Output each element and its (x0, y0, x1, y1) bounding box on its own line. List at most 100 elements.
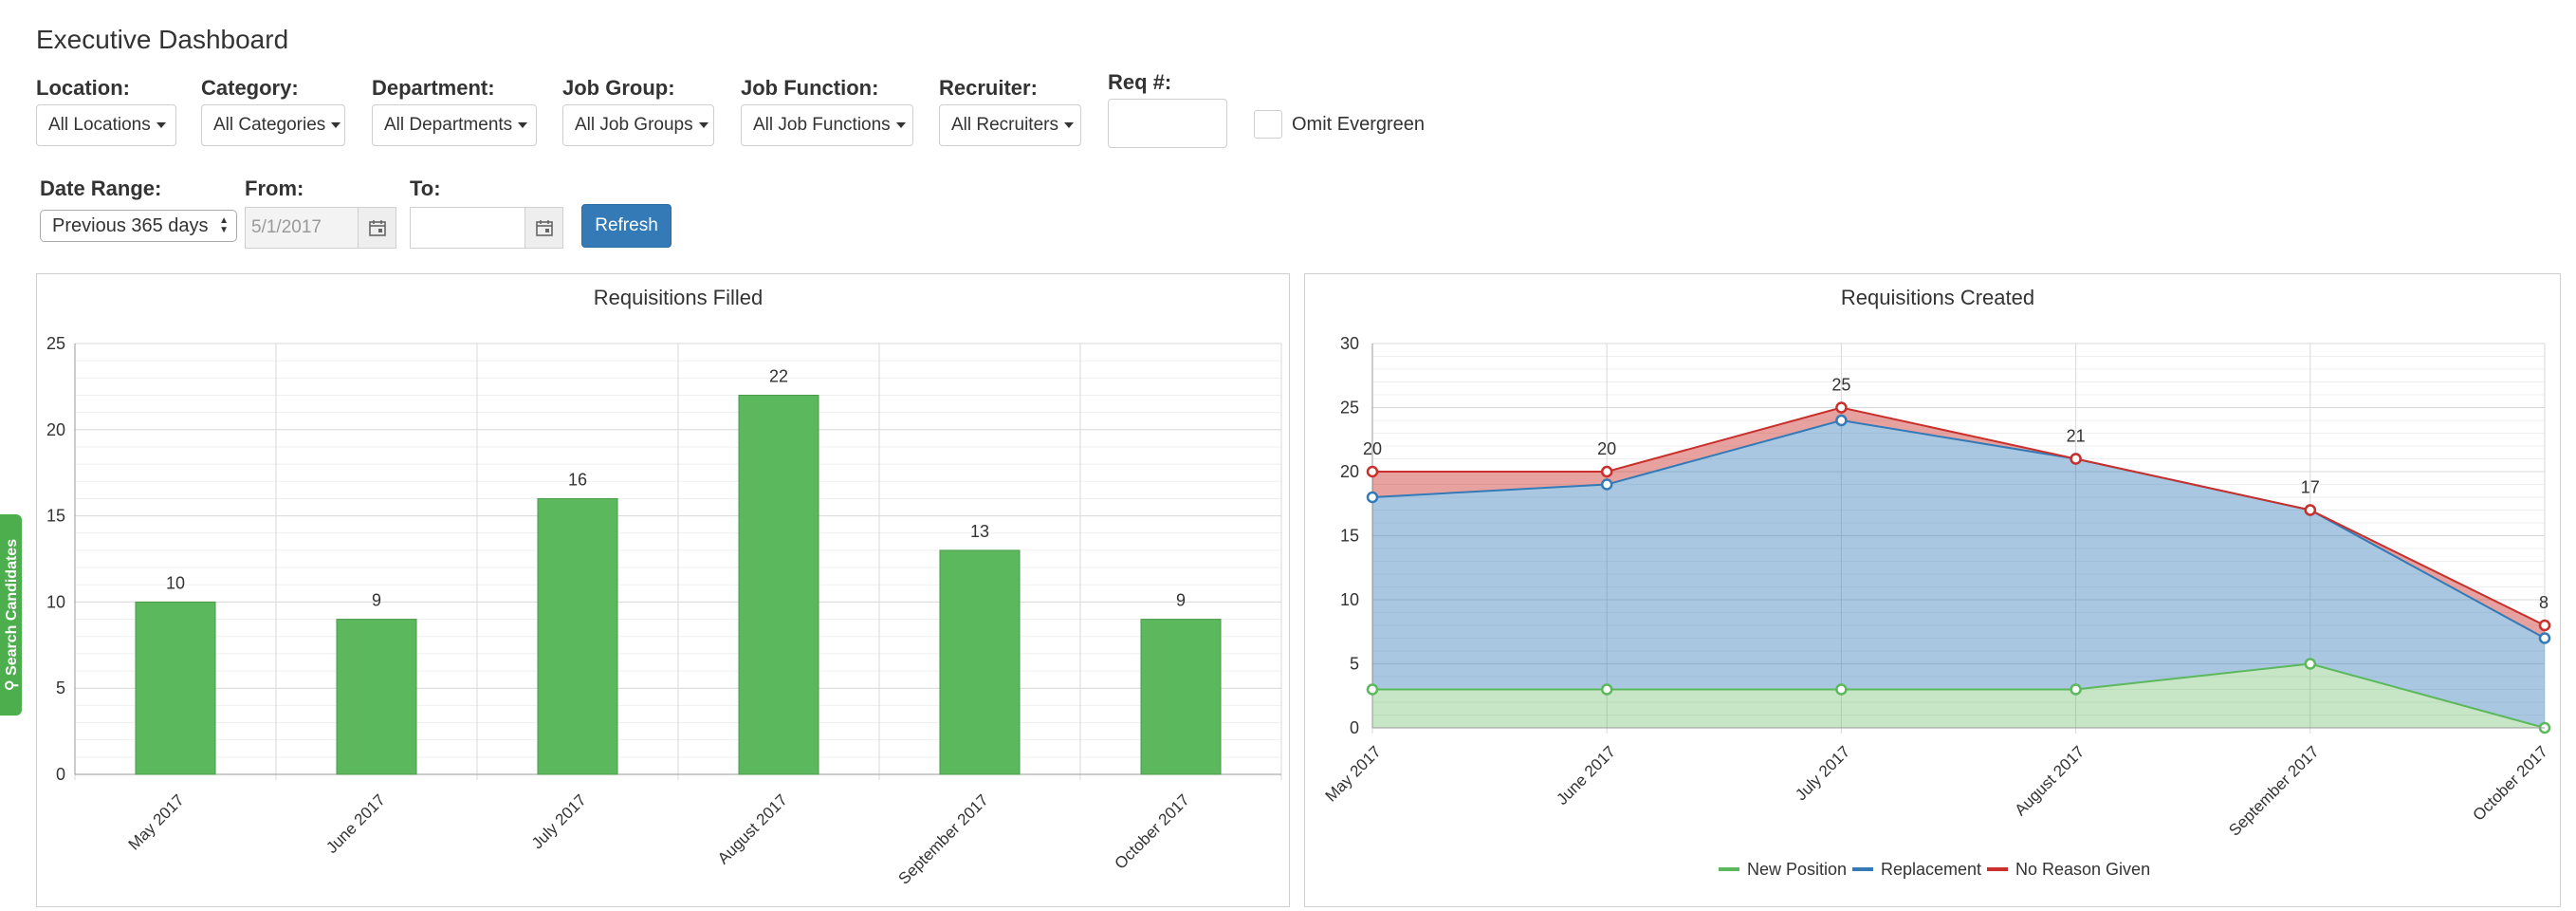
x-tick-label: June 2017 (322, 790, 389, 857)
calendar-icon (535, 220, 553, 236)
location-dropdown[interactable]: All Locations (36, 104, 176, 146)
chevron-down-icon (156, 122, 166, 128)
chevron-down-icon (331, 122, 341, 128)
point-replacement (1600, 478, 1613, 491)
y-tick-label: 15 (46, 507, 65, 526)
refresh-button[interactable]: Refresh (581, 204, 672, 248)
y-tick-label: 0 (1350, 718, 1359, 737)
x-tick-label: August 2017 (2011, 742, 2088, 819)
point-new-position (1366, 683, 1379, 696)
updown-arrows-icon: ▲ ▼ (219, 215, 229, 235)
category-dropdown[interactable]: All Categories (201, 104, 345, 146)
y-tick-label: 30 (1340, 334, 1359, 353)
requisitions-created-panel: Requisitions Created 0 5 10 15 20 25 30 20 20 25 21… (1304, 273, 2561, 907)
bar-data-label: 13 (970, 522, 989, 541)
bar-data-label: 9 (1176, 591, 1186, 610)
bar-september-2017 (939, 549, 1021, 775)
department-label: Department: (372, 76, 495, 100)
bar-june-2017 (336, 619, 417, 775)
category-value: All Categories (213, 115, 326, 135)
bar-data-label: 9 (372, 591, 381, 610)
y-tick-label: 20 (46, 420, 65, 439)
bar-data-label: 10 (166, 573, 185, 592)
line-replacement (1371, 418, 2546, 640)
x-tick-label: October 2017 (2470, 742, 2551, 824)
point-new-position (2304, 658, 2317, 670)
point-no-reason-given (1366, 465, 1379, 478)
point-new-position (1600, 683, 1613, 696)
job-group-value: All Job Groups (575, 115, 693, 135)
legend-label: New Position (1747, 860, 1847, 879)
department-dropdown[interactable]: All Departments (372, 104, 537, 146)
req-label: Req #: (1108, 70, 1172, 94)
bar-data-label: 22 (769, 366, 788, 385)
job-group-dropdown[interactable]: All Job Groups (562, 104, 714, 146)
point-no-reason-given (1600, 465, 1613, 478)
x-tick-label: September 2017 (2225, 742, 2322, 839)
date-range-select[interactable]: Previous 365 days ▲ ▼ (40, 210, 237, 242)
req-input[interactable] (1108, 99, 1227, 148)
line-new-position (1372, 662, 2546, 729)
omit-evergreen-label: Omit Evergreen (1292, 114, 1426, 135)
calendar-icon (368, 220, 386, 236)
bar-august-2017 (738, 394, 819, 775)
point-no-reason-given (2538, 619, 2551, 632)
search-icon: ⚲ (3, 679, 20, 692)
area-no-reason-given (1372, 407, 2545, 639)
x-tick-label: May 2017 (1322, 742, 1385, 805)
from-date-input[interactable]: 5/1/2017 (245, 207, 359, 249)
bar-october-2017 (1140, 619, 1222, 775)
y-tick-label: 0 (56, 765, 65, 784)
to-calendar-button[interactable] (525, 207, 563, 249)
from-date-placeholder: 5/1/2017 (251, 217, 322, 237)
y-tick-label: 15 (1340, 527, 1359, 546)
page-title: Executive Dashboard (36, 25, 289, 54)
recruiter-label: Recruiter: (939, 76, 1038, 100)
recruiter-value: All Recruiters (951, 115, 1058, 135)
job-function-dropdown[interactable]: All Job Functions (741, 104, 913, 146)
y-tick-label: 20 (1340, 462, 1359, 481)
y-tick-label: 25 (46, 334, 65, 353)
requisitions-filled-panel: Requisitions Filled 0 5 10 15 20 25 10 May 2017 9… (36, 273, 1290, 907)
search-candidates-tab[interactable]: ⚲ Search Candidates (0, 514, 22, 716)
location-value: All Locations (48, 115, 151, 135)
category-label: Category: (201, 76, 299, 100)
point-new-position (1835, 683, 1848, 696)
total-data-label: 20 (1363, 439, 1382, 458)
total-data-label: 20 (1597, 439, 1616, 458)
location-label: Location: (36, 76, 130, 100)
job-function-label: Job Function: (741, 76, 879, 100)
from-calendar-button[interactable] (359, 207, 396, 249)
chevron-down-icon (895, 122, 906, 128)
legend-label: No Reason Given (2015, 860, 2150, 879)
from-label: From: (245, 177, 304, 200)
chevron-down-icon (518, 122, 528, 128)
chevron-down-icon (1063, 122, 1074, 128)
x-tick-label: July 2017 (1792, 742, 1853, 804)
total-data-label: 25 (1831, 376, 1850, 395)
y-tick-label: 5 (1350, 655, 1359, 674)
legend-label: Replacement (1881, 860, 1981, 879)
x-tick-label: July 2017 (528, 790, 590, 852)
x-tick-label: October 2017 (1112, 790, 1193, 872)
point-replacement (2538, 632, 2551, 644)
point-replacement (1835, 414, 1848, 427)
line-no-reason-given (1372, 406, 2546, 626)
to-date-input[interactable] (410, 207, 525, 249)
date-range-value: Previous 365 days (52, 214, 209, 236)
omit-evergreen-checkbox[interactable] (1254, 110, 1282, 139)
requisitions-filled-chart: Requisitions Filled 0 5 10 15 20 25 10 May 2017 9… (46, 286, 1282, 888)
point-replacement (1366, 491, 1379, 504)
bar-july-2017 (537, 497, 618, 775)
x-tick-label: August 2017 (714, 790, 791, 867)
job-function-value: All Job Functions (753, 115, 891, 135)
bar-data-label: 16 (568, 470, 587, 489)
point-no-reason-given (1835, 401, 1848, 414)
recruiter-dropdown[interactable]: All Recruiters (939, 104, 1081, 146)
point-new-position (2070, 683, 2082, 696)
y-tick-label: 10 (1340, 590, 1359, 609)
total-data-label: 17 (2301, 478, 2320, 497)
job-group-label: Job Group: (562, 76, 675, 100)
search-candidates-label: Search Candidates (3, 538, 20, 676)
